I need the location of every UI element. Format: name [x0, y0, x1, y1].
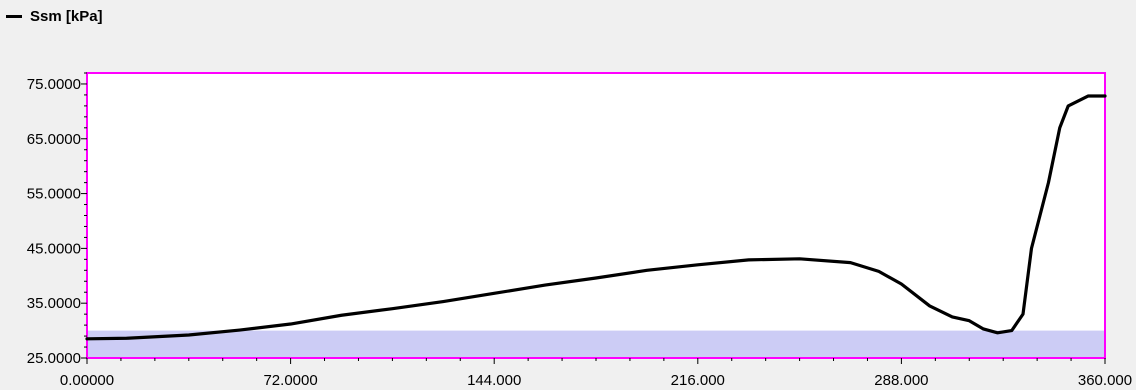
legend-line-swatch [6, 15, 22, 18]
y-tick-label: 25.0000 [27, 350, 81, 367]
x-tick-label: 72.0000 [263, 372, 317, 389]
x-tick-label: 144.000 [467, 372, 521, 389]
legend-label: Ssm [kPa] [30, 8, 103, 25]
plot-area [87, 73, 1105, 358]
x-tick-label: 0.00000 [60, 372, 114, 389]
series-line-0 [85, 94, 1107, 341]
y-tick-label: 75.0000 [27, 76, 81, 93]
y-tick-label: 55.0000 [27, 186, 81, 203]
shaded-band [87, 330, 1105, 358]
x-tick-label: 216.000 [671, 372, 725, 389]
y-tick-label: 45.0000 [27, 240, 81, 257]
x-tick-label: 360.000 [1078, 372, 1132, 389]
x-tick-label: 288.000 [874, 372, 928, 389]
y-tick-label: 35.0000 [27, 295, 81, 312]
legend: Ssm [kPa] [6, 8, 103, 25]
y-tick-label: 65.0000 [27, 131, 81, 148]
